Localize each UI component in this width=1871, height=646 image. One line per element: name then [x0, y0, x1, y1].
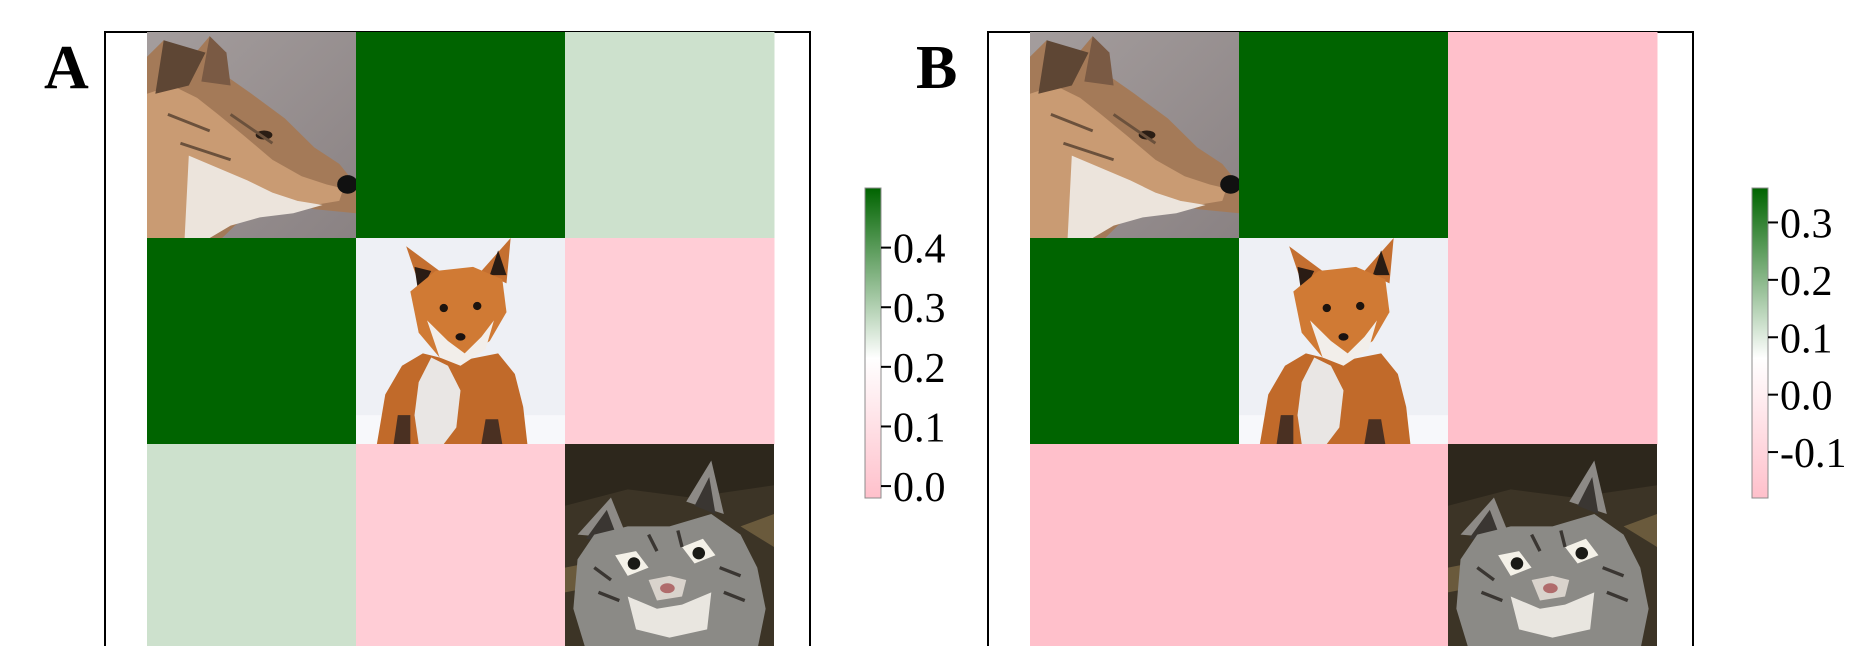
heatmap-cell-red-fox-coyote: [147, 238, 357, 445]
heatmap-b: [1028, 30, 1659, 646]
colorbar-tick-label: 0.4: [893, 227, 946, 273]
colorbar-b: 0.3 0.2 0.1 0.0 -0.1: [1751, 187, 1847, 499]
heatmap-cell-red-fox-coyote: [1030, 238, 1240, 445]
heatmap-cell-bobcat-coyote: [1030, 444, 1240, 646]
heatmap-cell-coyote-red-fox: [1239, 32, 1449, 239]
colorbar-tick-label: 0.1: [1780, 316, 1833, 362]
cell-image-bobcat: [563, 442, 776, 646]
heatmap-cell-coyote-red-fox: [356, 32, 566, 239]
colorbar-tick-label: 0.3: [893, 286, 946, 332]
cell-image-coyote: [145, 30, 360, 240]
heatmap-cell-red-fox-bobcat: [1448, 238, 1658, 445]
cell-image-red-fox: [356, 238, 565, 444]
panel-label-b: B: [916, 34, 957, 102]
heatmap-cell-bobcat-coyote: [147, 444, 357, 646]
panel-a: A 0.4 0.3 0.2 0.1 0.0: [44, 30, 946, 646]
colorbar-gradient: [864, 187, 882, 499]
colorbar-tick-label: -0.1: [1780, 431, 1847, 477]
colorbar-tick-label: 0.2: [1780, 259, 1833, 305]
colorbar-a: 0.4 0.3 0.2 0.1 0.0: [864, 187, 946, 511]
heatmap-cell-coyote-bobcat: [565, 32, 775, 239]
cell-image-coyote: [1028, 30, 1243, 240]
cell-image-bobcat: [1446, 442, 1659, 646]
heatmap-a: [145, 30, 776, 646]
panel-label-a: A: [44, 34, 89, 102]
heatmap-cell-red-fox-bobcat: [565, 238, 775, 445]
colorbar-tick-label: 0.2: [893, 346, 946, 392]
colorbar-gradient: [1751, 187, 1769, 499]
colorbar-tick-label: 0.1: [893, 405, 946, 451]
colorbar-tick-label: 0.3: [1780, 201, 1833, 247]
heatmap-cell-bobcat-red-fox: [356, 444, 566, 646]
cell-image-red-fox: [1239, 238, 1448, 444]
panel-b: B 0.3 0.2 0.1 0.0 -0.1: [916, 30, 1847, 646]
colorbar-tick-label: 0.0: [1780, 374, 1833, 420]
heatmap-cell-coyote-bobcat: [1448, 32, 1658, 239]
heatmap-cell-bobcat-red-fox: [1239, 444, 1449, 646]
colorbar-tick-label: 0.0: [893, 465, 946, 511]
